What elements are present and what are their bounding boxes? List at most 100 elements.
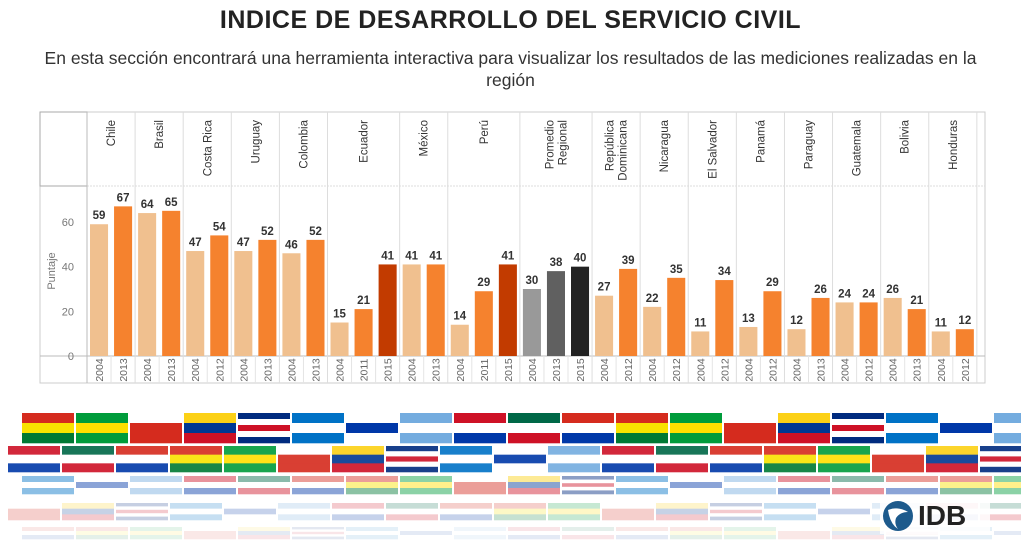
- flag-icon: [832, 476, 884, 495]
- flag-icon: [548, 503, 600, 521]
- x-tick-label: 2013: [551, 358, 563, 382]
- bar: [162, 210, 181, 356]
- flag-icon: [116, 503, 168, 521]
- bar: [955, 329, 974, 356]
- panel-label: Uruguay: [250, 120, 262, 164]
- data-label: 52: [309, 226, 322, 238]
- data-label: 54: [213, 221, 226, 233]
- flag-icon: [76, 527, 128, 540]
- flag-icon: [818, 503, 870, 521]
- flag-icon: [346, 413, 398, 444]
- data-label: 64: [141, 199, 154, 211]
- flag-icon: [940, 413, 992, 444]
- flag-icon: [76, 476, 128, 495]
- x-tick-label: 2012: [960, 358, 972, 382]
- flags-banner: [8, 413, 1021, 540]
- x-tick-label: 2004: [527, 358, 539, 382]
- data-label: 29: [766, 277, 779, 289]
- data-label: 65: [165, 197, 178, 209]
- x-tick-label: 2004: [791, 358, 803, 382]
- flag-icon: [832, 527, 884, 540]
- bar: [354, 309, 373, 356]
- data-label: 12: [958, 315, 971, 327]
- bar-chart: 0 20 40 60 Puntaje Chile 59 2004 67 2013 Brasil 64 2…: [39, 111, 986, 384]
- flag-icon: [494, 446, 546, 473]
- panel-label: Paraguay: [804, 120, 816, 169]
- data-label: 38: [550, 257, 563, 269]
- page-title: INDICE DE DESARROLLO DEL SERVICIO CIVIL: [219, 6, 802, 34]
- flag-icon: [994, 527, 1021, 540]
- bar: [330, 322, 349, 356]
- x-tick-label: 2004: [599, 358, 611, 382]
- y-tick-label: 0: [68, 351, 74, 363]
- x-tick-label: 2004: [647, 358, 659, 382]
- panel-nicaragua: Nicaragua 22 2004 35 2012: [643, 112, 689, 383]
- data-label: 41: [429, 250, 442, 262]
- flag-icon: [184, 413, 236, 444]
- data-label: 52: [261, 226, 274, 238]
- flag-icon: [22, 527, 74, 540]
- flag-icon: [562, 413, 614, 444]
- x-tick-label: 2004: [238, 358, 250, 382]
- panel-bolivia: Bolivia 26 2004 21 2013: [883, 112, 930, 383]
- flag-icon: [724, 476, 776, 495]
- x-tick-label: 2012: [864, 358, 876, 382]
- flag-icon: [8, 503, 60, 521]
- data-label: 40: [574, 253, 587, 265]
- flag-icon: [832, 413, 884, 444]
- panel-brasil: Brasil 64 2004 65 2013: [138, 112, 184, 383]
- panel-label: Ecuador: [359, 120, 371, 163]
- flag-icon: [454, 476, 506, 495]
- flag-icon: [980, 446, 1021, 473]
- corner-header-cell: [39, 111, 88, 187]
- x-tick-label: 2015: [575, 358, 587, 382]
- flag-icon: [886, 476, 938, 495]
- bar: [306, 239, 325, 356]
- data-label: 47: [189, 237, 202, 249]
- flag-icon: [656, 503, 708, 521]
- x-tick-label: 2012: [767, 358, 779, 382]
- flag-icon: [602, 446, 654, 473]
- x-tick-label: 2004: [335, 358, 347, 382]
- bar: [498, 264, 517, 356]
- flag-icon: [818, 446, 870, 473]
- x-tick-label: 2004: [936, 358, 948, 382]
- flag-icon: [508, 527, 560, 540]
- x-tick-label: 2004: [407, 358, 419, 382]
- bar: [522, 289, 541, 356]
- flag-icon: [778, 527, 830, 540]
- x-tick-label: 2012: [671, 358, 683, 382]
- data-label: 11: [694, 317, 707, 329]
- bar: [859, 302, 878, 356]
- flag-icon: [8, 446, 60, 473]
- flag-icon: [130, 476, 182, 495]
- flag-icon: [602, 503, 654, 521]
- flag-icon: [616, 476, 668, 495]
- flag-icon: [508, 476, 560, 495]
- bar: [907, 309, 926, 356]
- data-label: 41: [501, 250, 514, 262]
- flag-icon: [724, 413, 776, 444]
- flag-icon: [440, 446, 492, 473]
- flag-icon: [656, 446, 708, 473]
- bar: [595, 295, 614, 356]
- panel-label: Panamá: [755, 119, 767, 162]
- idb-globe-icon: [883, 501, 913, 531]
- flag-icon: [332, 446, 384, 473]
- panel-label: México: [419, 120, 431, 156]
- data-label: 26: [886, 284, 899, 296]
- data-label: 41: [381, 250, 394, 262]
- data-label: 22: [646, 293, 659, 305]
- flag-icon: [926, 446, 978, 473]
- flag-icon: [940, 476, 992, 495]
- bar: [210, 235, 229, 356]
- data-label: 21: [357, 295, 370, 307]
- x-tick-label: 2004: [455, 358, 467, 382]
- y-tick-label: 60: [62, 217, 74, 229]
- x-tick-label: 2012: [214, 358, 226, 382]
- x-tick-label: 2012: [719, 358, 731, 382]
- x-tick-label: 2015: [503, 358, 515, 382]
- bar: [835, 302, 854, 356]
- data-label: 30: [526, 275, 539, 287]
- bar: [931, 331, 950, 356]
